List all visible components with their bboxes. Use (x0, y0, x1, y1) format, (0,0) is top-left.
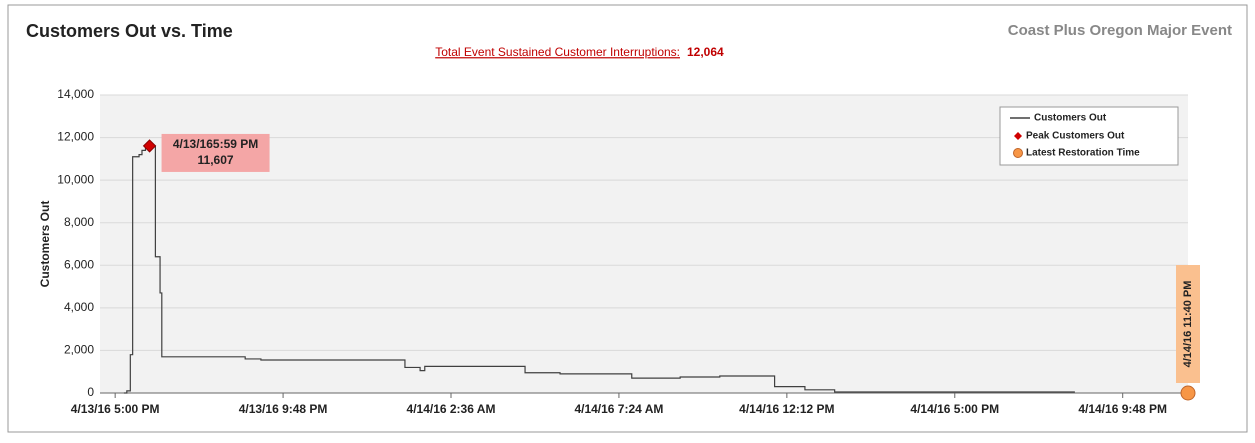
x-tick-label: 4/14/16 9:48 PM (1078, 402, 1167, 416)
x-tick-label: 4/13/16 5:00 PM (71, 402, 160, 416)
latest-label-box (1176, 265, 1200, 383)
chart-subtitle: Coast Plus Oregon Major Event (1008, 22, 1232, 39)
summary-label: Total Event Sustained Customer Interrupt… (435, 45, 680, 59)
peak-marker (142, 139, 157, 153)
series-line (123, 145, 1075, 394)
y-tick-label: 2,000 (64, 343, 94, 357)
x-tick-label: 4/14/16 12:12 PM (739, 402, 834, 416)
y-tick-label: 10,000 (57, 172, 94, 186)
legend-label: Latest Restoration Time (1026, 148, 1140, 159)
y-tick-label: 12,000 (57, 130, 94, 144)
summary-value: 12,064 (687, 45, 724, 59)
y-tick-label: 6,000 (64, 257, 94, 271)
chart-title: Customers Out vs. Time (26, 21, 233, 41)
x-tick-label: 4/14/16 5:00 PM (910, 402, 999, 416)
y-axis-label: Customers Out (38, 201, 52, 288)
legend-peak (1014, 132, 1022, 140)
y-tick-label: 4,000 (64, 300, 94, 314)
y-tick-label: 8,000 (64, 215, 94, 229)
y-tick-label: 14,000 (57, 87, 94, 101)
legend-box (999, 106, 1179, 166)
peak-label: 4/13/165:59 PM (173, 137, 258, 151)
y-tick-label: 0 (87, 385, 94, 399)
x-tick-label: 4/14/16 7:24 AM (574, 402, 663, 416)
latest-label: 4/14/16 11:40 PM (1182, 281, 1194, 368)
x-tick-label: 4/13/16 9:48 PM (239, 402, 328, 416)
legend-latest (1013, 148, 1023, 158)
legend-label: Customers Out (1034, 113, 1107, 124)
x-tick-label: 4/14/16 2:36 AM (407, 402, 496, 416)
peak-value-label: 11,607 (198, 153, 234, 167)
legend-label: Peak Customers Out (1026, 131, 1125, 142)
latest-marker (1180, 385, 1196, 401)
peak-label-box (161, 133, 270, 172)
